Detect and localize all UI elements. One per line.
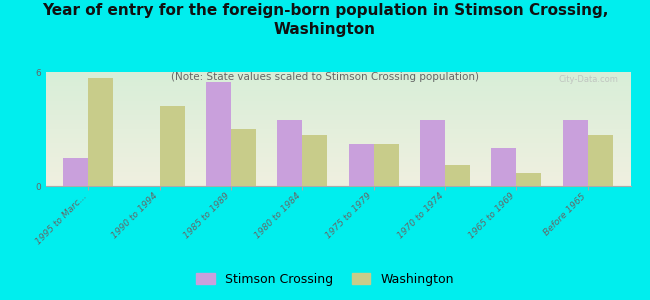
Text: Year of entry for the foreign-born population in Stimson Crossing,
Washington: Year of entry for the foreign-born popul… <box>42 3 608 37</box>
Bar <box>206 82 231 186</box>
Bar <box>420 119 445 186</box>
Bar <box>160 106 185 186</box>
Bar <box>563 119 588 186</box>
Bar <box>348 144 374 186</box>
Bar <box>374 144 398 186</box>
Bar <box>302 135 328 186</box>
Bar <box>88 78 113 186</box>
Bar <box>445 165 470 186</box>
Legend: Stimson Crossing, Washington: Stimson Crossing, Washington <box>191 268 459 291</box>
Bar <box>278 119 302 186</box>
Bar <box>231 129 256 186</box>
Bar <box>491 148 516 186</box>
Bar <box>516 173 541 186</box>
Text: (Note: State values scaled to Stimson Crossing population): (Note: State values scaled to Stimson Cr… <box>171 72 479 82</box>
Bar <box>588 135 613 186</box>
Bar <box>63 158 88 186</box>
Text: City-Data.com: City-Data.com <box>559 75 619 84</box>
